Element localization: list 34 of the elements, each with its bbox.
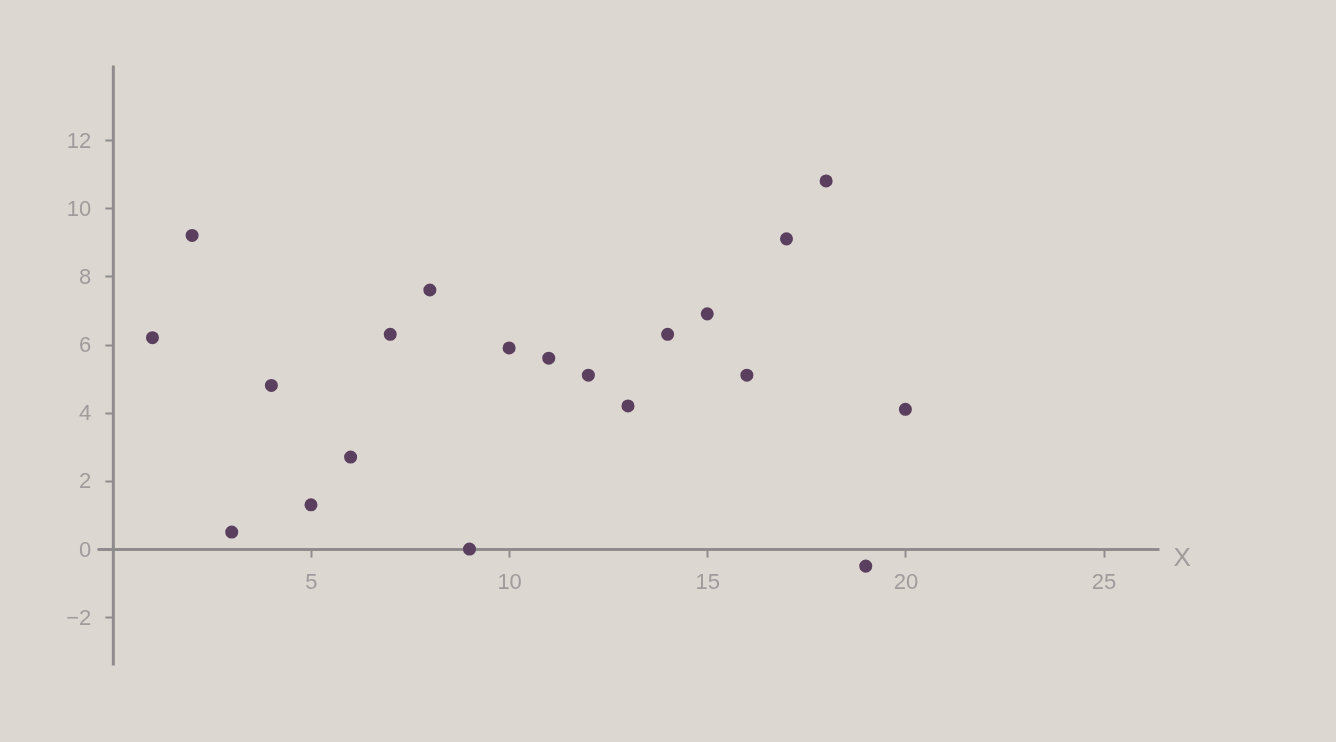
y-tick-label: 2: [79, 468, 92, 494]
point: [581, 368, 595, 382]
point: [859, 559, 873, 573]
point: [740, 368, 754, 382]
point: [621, 399, 635, 413]
point: [819, 174, 833, 188]
point: [462, 542, 477, 556]
y-tick-label: 6: [79, 332, 92, 358]
point: [779, 232, 794, 246]
point: [344, 450, 358, 464]
x-tick-label: 20: [893, 568, 919, 594]
point: [502, 341, 516, 355]
point: [661, 327, 675, 341]
y-tick-label: 4: [79, 400, 92, 426]
point: [264, 378, 278, 392]
y-tick-label: 10: [66, 195, 92, 221]
x-tick-label: 5: [305, 568, 318, 594]
x-axis-title: X: [1173, 541, 1191, 572]
point: [423, 283, 437, 297]
point: [145, 331, 159, 345]
x-tick-label: 10: [497, 568, 522, 594]
x-tick-label: 15: [695, 568, 720, 594]
point: [542, 351, 556, 365]
y-tick-label: −2: [66, 604, 92, 630]
point: [898, 402, 912, 416]
x-tick-label: 25: [1091, 568, 1117, 594]
point: [304, 498, 318, 512]
y-tick-label: 8: [79, 263, 92, 289]
point: [225, 525, 239, 539]
y-tick-label: 12: [66, 127, 92, 153]
y-tick-label: 0: [79, 536, 92, 562]
point: [383, 327, 397, 341]
point: [700, 307, 714, 321]
point: [185, 228, 199, 242]
